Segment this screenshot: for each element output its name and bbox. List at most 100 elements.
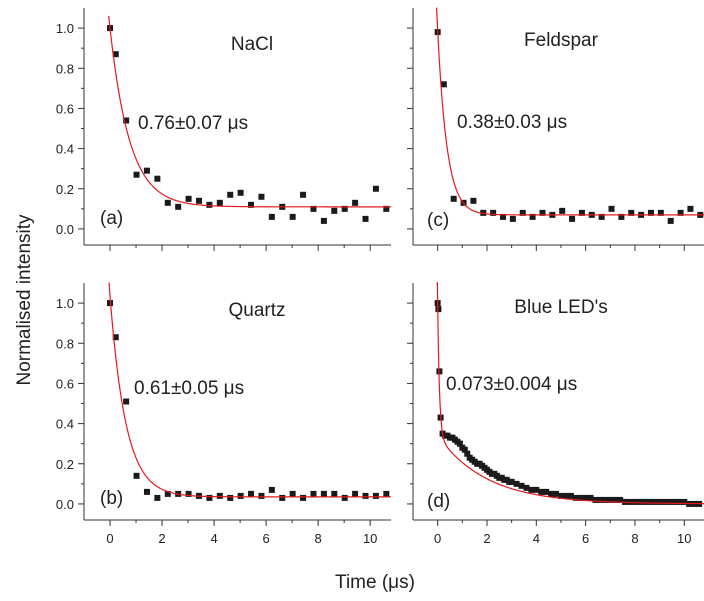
data-point xyxy=(289,490,296,497)
data-point xyxy=(216,199,223,206)
data-point xyxy=(206,494,213,501)
x-tick-label: 8 xyxy=(631,531,638,546)
data-point xyxy=(237,189,244,196)
data-point xyxy=(123,117,130,124)
data-point xyxy=(164,199,171,206)
panel-letter: (d) xyxy=(427,491,450,512)
x-tick-label: 0 xyxy=(106,531,113,546)
y-axis-title: Normalised intensity xyxy=(14,214,35,386)
data-point xyxy=(300,191,307,198)
data-point xyxy=(331,207,338,214)
y-tick-label: 0.0 xyxy=(56,497,74,512)
data-point xyxy=(567,492,574,499)
data-point xyxy=(676,498,683,505)
data-point xyxy=(666,498,673,505)
data-point xyxy=(362,215,369,222)
panel-title: NaCl xyxy=(231,34,273,55)
data-point xyxy=(617,496,624,503)
data-point xyxy=(667,217,674,224)
data-point xyxy=(519,209,526,216)
fit-curve xyxy=(108,15,391,208)
data-point xyxy=(133,171,140,178)
data-point xyxy=(435,306,442,313)
x-tick-label: 2 xyxy=(158,531,165,546)
data-point xyxy=(320,490,327,497)
data-point xyxy=(681,498,688,505)
data-point xyxy=(185,490,192,497)
data-point xyxy=(341,494,348,501)
lifetime-annotation: 0.073±0.004 μs xyxy=(446,374,577,395)
data-point xyxy=(572,494,579,501)
data-point xyxy=(557,492,564,499)
data-point xyxy=(562,492,569,499)
panel-title: Quartz xyxy=(228,300,285,321)
x-axis-title: Time (μs) xyxy=(335,572,415,593)
data-point xyxy=(598,213,605,220)
y-tick-label: 0.4 xyxy=(56,417,74,432)
data-point xyxy=(656,498,663,505)
data-point xyxy=(577,494,584,501)
panel-a: 0.0 0.2 0.4 0.6 0.8 1.0 NaCl (a) 0.76±0.07 μs xyxy=(56,8,391,251)
data-point xyxy=(268,213,275,220)
data-point xyxy=(528,486,535,493)
data-point xyxy=(341,205,348,212)
x-tick-label: 10 xyxy=(363,531,377,546)
data-point xyxy=(533,486,540,493)
data-point xyxy=(636,498,643,505)
data-point xyxy=(248,201,255,208)
data-point xyxy=(582,494,589,501)
y-tick-label: 0.4 xyxy=(56,142,74,157)
data-point xyxy=(509,215,516,222)
data-point xyxy=(440,81,447,88)
data-point xyxy=(618,213,625,220)
data-point xyxy=(268,486,275,493)
y-tick-label: 0.8 xyxy=(56,336,74,351)
data-point xyxy=(185,195,192,202)
data-point xyxy=(539,209,546,216)
data-point xyxy=(164,490,171,497)
data-point xyxy=(677,209,684,216)
y-tick-label: 1.0 xyxy=(56,296,74,311)
data-point xyxy=(143,167,150,174)
data-point xyxy=(612,496,619,503)
data-point xyxy=(248,490,255,497)
data-point xyxy=(216,492,223,499)
data-point xyxy=(154,494,161,501)
data-point xyxy=(651,498,658,505)
data-point xyxy=(631,498,638,505)
fit-curve xyxy=(436,282,704,505)
data-point xyxy=(592,496,599,503)
data-point xyxy=(687,205,694,212)
data-point xyxy=(569,215,576,222)
data-point xyxy=(206,201,213,208)
y-tick-label: 0.8 xyxy=(56,61,74,76)
data-point xyxy=(300,494,307,501)
data-point xyxy=(383,490,390,497)
panel-title: Blue LED's xyxy=(514,297,607,318)
data-point xyxy=(133,472,140,479)
x-tick-label: 6 xyxy=(582,531,589,546)
data-point xyxy=(538,488,545,495)
data-point xyxy=(331,490,338,497)
y-tick-label: 0.0 xyxy=(56,222,74,237)
data-point xyxy=(362,492,369,499)
data-point xyxy=(646,498,653,505)
data-point xyxy=(461,446,468,453)
lifetime-annotation: 0.61±0.05 μs xyxy=(134,378,244,399)
y-tick-label: 0.6 xyxy=(56,376,74,391)
x-tick-label: 0 xyxy=(434,531,441,546)
data-point xyxy=(559,207,566,214)
data-point xyxy=(258,193,265,200)
data-point xyxy=(518,482,525,489)
data-point xyxy=(628,209,635,216)
data-point xyxy=(523,484,530,491)
x-tick-label: 4 xyxy=(210,531,217,546)
data-point xyxy=(607,496,614,503)
data-point xyxy=(372,492,379,499)
data-point xyxy=(647,209,654,216)
data-point xyxy=(602,496,609,503)
lifetime-annotation: 0.76±0.07 μs xyxy=(138,113,248,134)
panel-letter: (c) xyxy=(427,210,449,231)
data-point xyxy=(450,195,457,202)
